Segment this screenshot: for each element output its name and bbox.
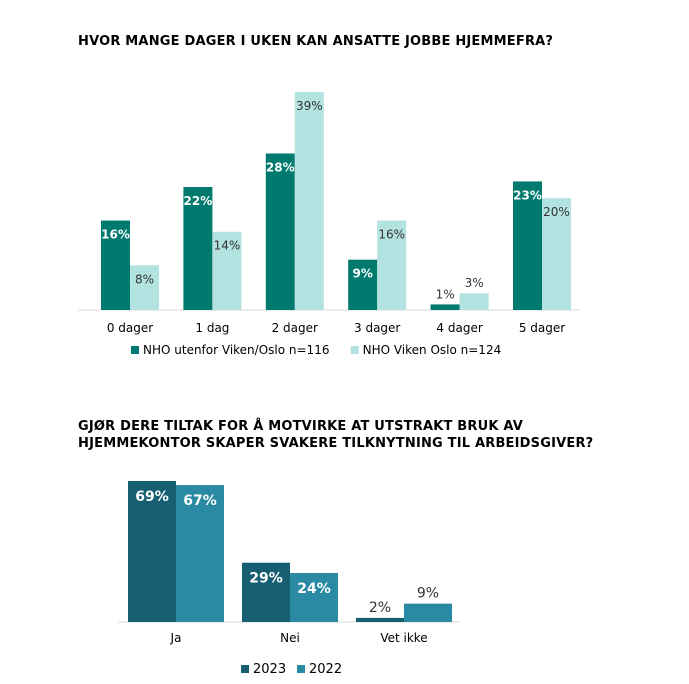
chart1-bar-s1-1 [212,231,242,310]
chart2-bar-s1-2 [404,603,452,622]
chart2-data-label-s0-1: 29% [249,571,283,587]
chart2-bar-s0-2 [356,617,404,622]
chart1-tick-label-4: 4 dager [436,321,482,335]
chart2-legend-label-1: 2022 [309,662,342,677]
chart2-bar-s1-0 [176,485,224,622]
chart1-title: HVOR MANGE DAGER I UKEN KAN ANSATTE JOBB… [78,34,554,49]
chart2-legend-label-0: 2023 [253,662,286,677]
chart2-data-label-s0-0: 69% [135,489,169,505]
chart1-bar-s1-4 [459,293,489,310]
chart1-data-label-s0-3: 9% [353,267,373,281]
chart1-data-label-s1-2: 39% [296,99,323,113]
chart1-tick-label-3: 3 dager [354,321,400,335]
chart1-tick-label-0: 0 dager [107,321,153,335]
chart1-legend-swatch-0 [131,346,139,354]
chart1-data-label-s0-1: 22% [184,194,213,208]
chart2-data-label-s0-2: 2% [369,600,391,616]
chart1-data-label-s1-3: 16% [378,228,405,242]
chart1-data-label-s0-2: 28% [266,160,295,174]
chart1-tick-label-2: 2 dager [272,321,318,335]
chart1-bar-s0-1 [183,187,213,310]
chart1-bar-s1-2 [294,92,324,310]
chart1-data-label-s0-4: 1% [436,287,455,301]
chart2-bar-s1-1 [290,572,338,622]
chart1-bar-s1-5 [542,198,571,310]
chart2-legend-swatch-0 [241,665,249,673]
chart2-bar-s0-1 [242,562,290,622]
chart1-data-label-s1-5: 20% [543,205,570,219]
chart2-data-label-s1-2: 9% [417,586,439,602]
chart1-bar-s0-3 [348,259,378,310]
chart1-bar-s0-5 [513,181,542,310]
chart1-data-label-s1-0: 8% [135,272,154,286]
chart2-title: GJØR DERE TILTAK FOR Å MOTVIRKE AT UTSTR… [78,419,594,451]
chart1-data-label-s1-4: 3% [465,276,484,290]
chart1-bar-s1-0 [130,265,159,310]
chart1-bar-s0-4 [430,304,460,310]
chart2-tick-label-2: Vet ikke [380,631,427,645]
chart1-data-label-s1-1: 14% [214,239,241,253]
chart2-data-label-s1-1: 24% [297,581,331,597]
chart2-data-label-s1-0: 67% [183,493,217,509]
chart1-data-label-s0-5: 23% [513,188,542,202]
chart2-tick-label-0: Ja [170,631,182,645]
chart1-data-label-s0-0: 16% [101,228,130,242]
chart1-legend-swatch-1 [350,346,359,354]
chart1-legend-label-1: NHO Viken Oslo n=124 [363,343,502,357]
chart1-tick-label-5: 5 dager [519,321,565,335]
chart1-bar-s1-3 [377,220,407,310]
chart1-bar-s0-2 [265,153,295,310]
chart2-bar-s0-0 [128,481,176,622]
chart1-bar-s0-0 [101,220,130,310]
chart1-tick-label-1: 1 dag [195,321,229,335]
chart2-legend-swatch-1 [297,665,305,673]
chart2-tick-label-1: Nei [280,631,300,645]
chart1-legend-label-0: NHO utenfor Viken/Oslo n=116 [143,343,329,357]
